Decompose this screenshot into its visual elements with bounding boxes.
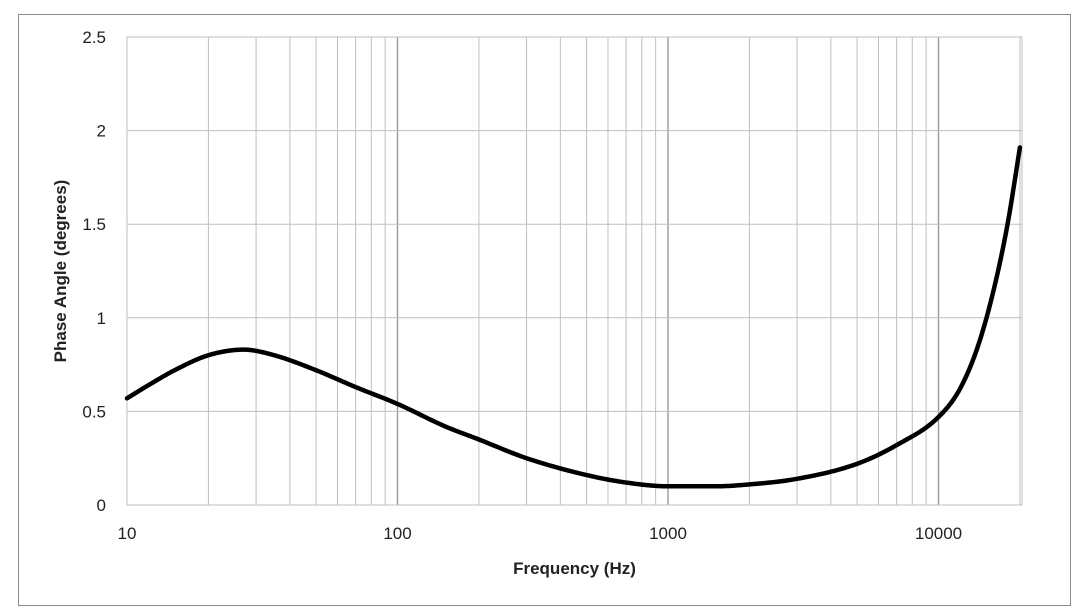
- x-tick-label: 1000: [649, 524, 687, 543]
- chart-frame: [18, 14, 1071, 606]
- y-tick-label: 2.5: [82, 28, 106, 47]
- y-tick-label: 0: [97, 496, 106, 515]
- plot-area-border: [126, 36, 1023, 506]
- y-tick-label: 0.5: [82, 402, 106, 421]
- x-tick-label: 10000: [915, 524, 962, 543]
- y-tick-label: 1.5: [82, 215, 106, 234]
- x-axis-title: Frequency (Hz): [513, 559, 636, 578]
- y-tick-label: 2: [97, 122, 106, 141]
- x-tick-label: 100: [383, 524, 411, 543]
- y-tick-label: 1: [97, 309, 106, 328]
- y-axis-title: Phase Angle (degrees): [51, 180, 70, 363]
- series-line-phase-angle: [124, 145, 1023, 489]
- x-tick-label: 10: [118, 524, 137, 543]
